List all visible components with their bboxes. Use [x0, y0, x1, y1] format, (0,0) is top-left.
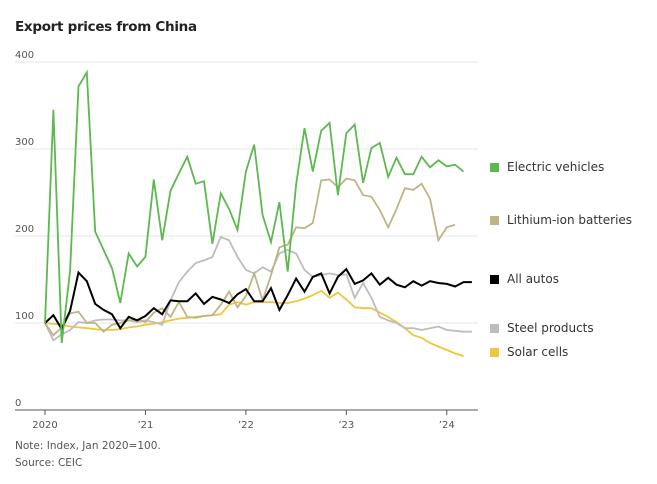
- chart-note: Note: Index, Jan 2020=100.: [15, 440, 161, 452]
- legend-item: Steel products: [490, 321, 594, 335]
- x-tick-label: ’24: [439, 420, 455, 431]
- legend-item: Lithium-ion batteries: [490, 213, 632, 227]
- legend-label: Lithium-ion batteries: [507, 213, 633, 227]
- chart-source: Source: CEIC: [15, 457, 83, 469]
- y-tick-label: 300: [15, 137, 34, 148]
- legend-swatch: [490, 347, 499, 357]
- series-line: [44, 177, 456, 337]
- legend-item: Electric vehicles: [490, 160, 604, 174]
- y-tick-label: 400: [15, 50, 34, 61]
- legend-item: All autos: [490, 272, 559, 286]
- x-tick-label: ’21: [137, 420, 153, 431]
- legend-label: Electric vehicles: [507, 160, 605, 174]
- legend-swatch: [490, 215, 499, 225]
- legend-label: Solar cells: [507, 345, 569, 359]
- x-axis: 2020 ’21 ’22 ’23 ’24: [15, 409, 478, 431]
- x-tick-label: 2020: [32, 420, 57, 431]
- legend-swatch: [490, 323, 499, 333]
- legend-label: Steel products: [507, 321, 594, 335]
- legend-item: Solar cells: [490, 345, 568, 359]
- series-all-autos: [44, 267, 472, 332]
- series-line: [44, 69, 465, 344]
- legend-swatch: [490, 274, 499, 284]
- x-tick-label: ’22: [238, 420, 254, 431]
- y-tick-label: 100: [15, 311, 34, 322]
- series-electric-vehicles: [44, 69, 465, 344]
- series-lithium-ion-batteries: [44, 177, 456, 337]
- y-tick-label: 0: [15, 398, 21, 409]
- series-lines: [44, 69, 472, 357]
- legend-swatch: [490, 162, 499, 172]
- series-line: [44, 267, 472, 332]
- y-axis-ticks: 0 100 200 300 400: [15, 50, 34, 409]
- chart-title: Export prices from China: [15, 19, 197, 35]
- y-tick-label: 200: [15, 224, 34, 235]
- legend-label: All autos: [507, 272, 559, 286]
- x-tick-label: ’23: [338, 420, 354, 431]
